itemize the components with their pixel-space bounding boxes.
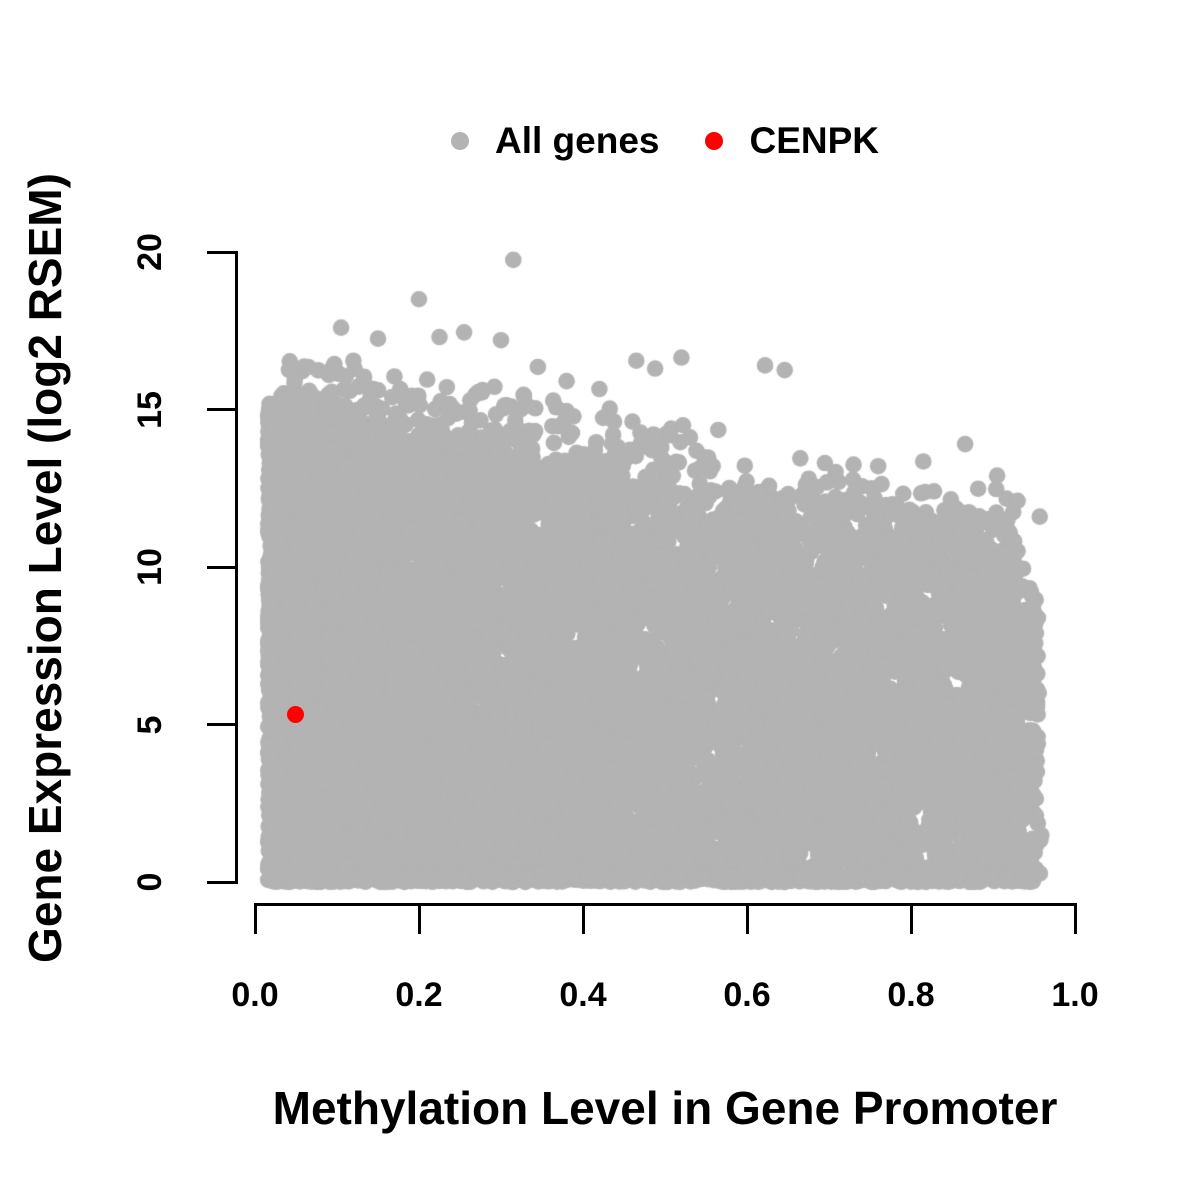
legend-item: All genes xyxy=(450,120,660,162)
y-axis-tick xyxy=(207,408,237,411)
x-axis-tick xyxy=(417,904,421,934)
y-axis-tick-label: 10 xyxy=(131,548,169,586)
x-axis-tick-label: 1.0 xyxy=(1051,976,1099,1014)
y-axis-tick xyxy=(207,880,237,884)
y-axis-tick-label: 5 xyxy=(131,715,169,734)
x-axis-line xyxy=(253,903,1077,906)
x-axis-tick-label: 0.8 xyxy=(887,976,935,1014)
legend-item: CENPK xyxy=(705,120,879,162)
y-axis-tick-label: 0 xyxy=(131,872,169,892)
legend-marker-icon xyxy=(450,132,469,150)
legend-item-label: All genes xyxy=(494,120,660,161)
y-axis-tick xyxy=(207,250,237,254)
x-axis-tick xyxy=(909,904,913,934)
y-axis-title: Gene Expression Level (log2 RSEM) xyxy=(19,173,71,963)
y-axis-tick-label: 15 xyxy=(131,390,169,429)
legend-item-label: CENPK xyxy=(749,120,880,161)
y-axis-tick-label: 20 xyxy=(131,233,169,271)
y-axis-tick xyxy=(207,565,237,569)
x-axis-tick-label: 0.2 xyxy=(395,976,443,1014)
x-axis-tick-label: 0.0 xyxy=(231,976,279,1014)
legend: All genes CENPK xyxy=(255,114,1075,168)
x-axis-tick xyxy=(581,904,585,934)
y-axis-tick xyxy=(207,723,237,726)
x-axis-tick-label: 0.4 xyxy=(559,976,607,1014)
x-axis-tick xyxy=(1073,904,1077,934)
x-axis-title: Methylation Level in Gene Promoter xyxy=(272,1082,1058,1134)
x-axis-tick-label: 0.6 xyxy=(723,976,771,1014)
cenpk-point xyxy=(287,706,305,724)
legend-marker-icon xyxy=(705,132,724,150)
x-axis-tick xyxy=(253,904,257,934)
x-axis-tick xyxy=(745,904,749,934)
